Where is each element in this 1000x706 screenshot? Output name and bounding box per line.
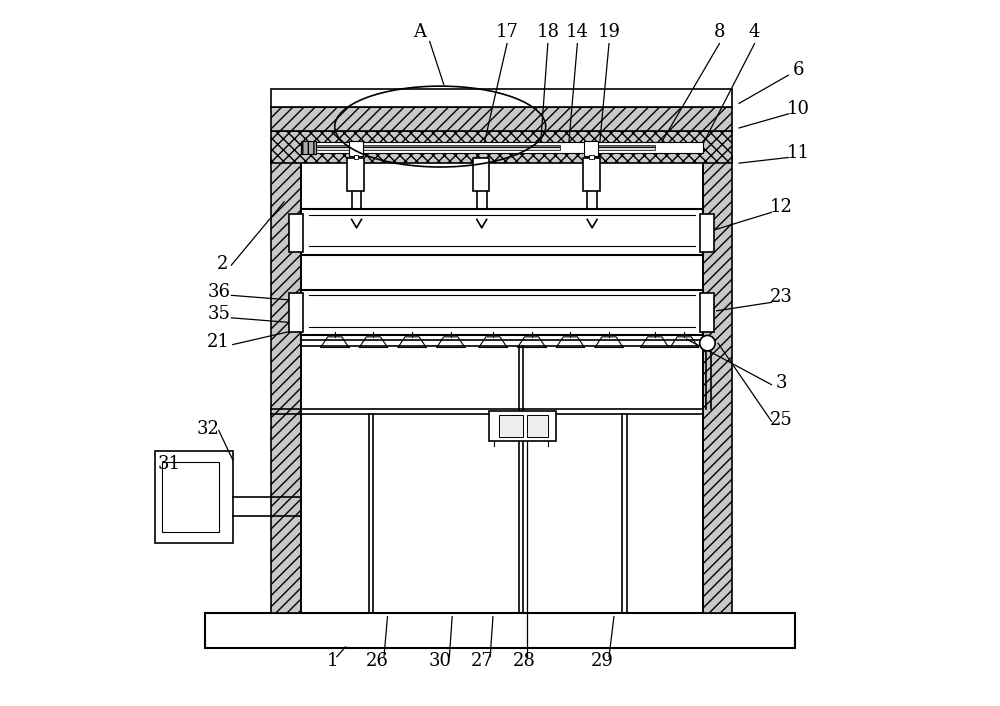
Text: 4: 4	[749, 23, 760, 40]
Text: A: A	[413, 23, 426, 40]
Text: 27: 27	[471, 652, 494, 670]
Text: 29: 29	[591, 652, 613, 670]
Text: 12: 12	[770, 198, 793, 216]
Text: 8: 8	[714, 23, 725, 40]
Bar	[301, 289, 703, 335]
Text: 31: 31	[158, 455, 181, 473]
Bar	[473, 157, 489, 191]
Bar	[205, 614, 795, 648]
Text: 14: 14	[566, 23, 589, 40]
Text: 18: 18	[536, 23, 559, 40]
Bar	[703, 156, 732, 614]
Bar	[347, 157, 364, 191]
Bar	[271, 131, 732, 163]
Bar	[155, 451, 233, 543]
Circle shape	[700, 335, 715, 351]
Text: 23: 23	[770, 288, 793, 306]
Text: 3: 3	[776, 374, 787, 392]
Text: 28: 28	[513, 652, 536, 670]
Bar	[289, 293, 303, 332]
Bar	[354, 155, 358, 159]
Text: 35: 35	[207, 305, 230, 323]
Bar	[271, 107, 732, 131]
Bar	[589, 155, 594, 159]
Text: 30: 30	[429, 652, 452, 670]
Text: 2: 2	[217, 255, 228, 273]
Text: 17: 17	[496, 23, 518, 40]
Text: 21: 21	[207, 333, 230, 352]
Bar	[527, 415, 548, 438]
Text: 1: 1	[327, 652, 338, 670]
Bar	[271, 89, 732, 107]
Text: 36: 36	[207, 282, 230, 301]
Text: 32: 32	[197, 420, 220, 438]
Bar	[584, 145, 655, 150]
Text: 25: 25	[770, 411, 793, 429]
Bar	[301, 140, 316, 154]
Bar	[489, 412, 556, 441]
Bar	[583, 157, 600, 191]
Text: 11: 11	[787, 143, 810, 162]
Bar	[289, 214, 303, 253]
Text: 26: 26	[365, 652, 388, 670]
Text: 6: 6	[792, 61, 804, 79]
Bar	[301, 142, 703, 152]
Bar	[314, 145, 560, 150]
Bar	[349, 140, 363, 156]
Bar	[700, 293, 714, 332]
Bar	[700, 214, 714, 253]
Bar	[584, 140, 598, 156]
Bar	[499, 415, 523, 438]
Text: 19: 19	[597, 23, 620, 40]
Bar	[271, 156, 301, 614]
Bar	[301, 209, 703, 255]
Bar	[162, 462, 219, 532]
Text: 10: 10	[787, 100, 810, 118]
